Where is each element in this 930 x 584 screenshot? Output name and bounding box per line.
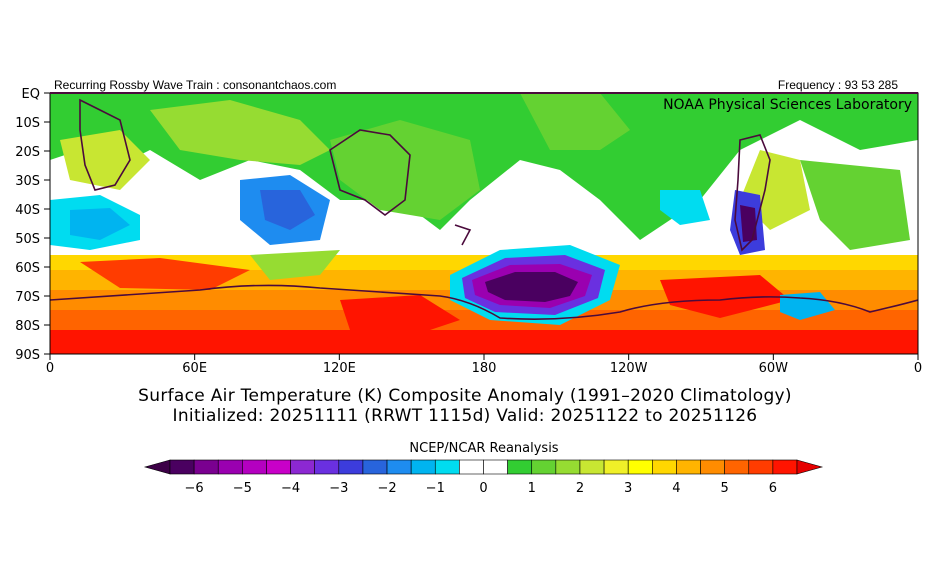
colorbar-tick-label: −3 [329, 481, 348, 496]
colorbar-tick-label: −4 [281, 481, 300, 496]
colorbar-underflow-arrow [143, 459, 171, 475]
colorbar-swatch [652, 459, 677, 475]
colorbar-tick-label: −1 [426, 481, 445, 496]
latitude-label: 60S [15, 261, 40, 276]
colorbar-tick-label: 3 [624, 481, 632, 496]
latitude-label: 40S [15, 203, 40, 218]
colorbar-swatch [579, 459, 605, 475]
colorbar-tick-label: 2 [576, 481, 584, 496]
longitude-label: 120W [610, 361, 648, 376]
latitude-label: 30S [15, 174, 40, 189]
colorbar-swatch [555, 459, 581, 475]
longitude-label: 120E [323, 361, 356, 376]
colorbar-tick-labels: −6 −5 −4 −3 −2 −1 0 1 2 3 4 5 6 [185, 481, 777, 496]
colorbar-swatch [531, 459, 557, 475]
colorbar-tick-label: 0 [479, 481, 487, 496]
colorbar-swatch [483, 459, 508, 475]
latitude-label: 70S [15, 290, 40, 305]
colorbar-swatch [603, 459, 629, 475]
longitude-label: 60E [182, 361, 207, 376]
colorbar-swatch [362, 459, 388, 475]
latitude-labels: EQ 10S 20S 30S 40S 50S 60S 70S 80S 90S [15, 87, 50, 363]
longitude-labels: 0 60E 120E 180 120W 60W 0 [46, 354, 922, 376]
header-frequency-text: Frequency : 93 53 285 [777, 78, 898, 92]
longitude-label: 180 [472, 361, 497, 376]
colorbar-tick-label: 4 [672, 481, 680, 496]
longitude-label: 0 [46, 361, 54, 376]
colorbar [143, 459, 824, 475]
colorbar-overflow-arrow [796, 459, 824, 475]
latitude-label: 10S [15, 116, 40, 131]
colorbar-swatch [266, 459, 291, 475]
colorbar-tick-label: −2 [377, 481, 396, 496]
colorbar-swatch [700, 459, 725, 475]
colorbar-swatch [676, 459, 701, 475]
colorbar-swatch [338, 459, 364, 475]
latitude-label: 80S [15, 319, 40, 334]
map-title: Surface Air Temperature (K) Composite An… [138, 386, 792, 406]
colorbar-tick-label: −6 [185, 481, 204, 496]
latitude-label: EQ [22, 87, 40, 102]
longitude-label: 0 [914, 361, 922, 376]
colorbar-swatch [169, 459, 195, 475]
colorbar-tick-label: −5 [233, 481, 252, 496]
map-subtitle: Initialized: 20251111 (RRWT 1115d) Valid… [172, 406, 758, 426]
latitude-label: 20S [15, 145, 40, 160]
colorbar-swatch [627, 459, 653, 475]
colorbar-title: NCEP/NCAR Reanalysis [409, 441, 559, 456]
longitude-label: 60W [759, 361, 789, 376]
colorbar-swatch [242, 459, 267, 475]
colorbar-swatch [410, 459, 436, 475]
colorbar-tick-label: 6 [769, 481, 777, 496]
colorbar-swatch [314, 459, 340, 475]
colorbar-swatch [459, 459, 484, 475]
colorbar-swatch [772, 459, 798, 475]
colorbar-tick-label: 1 [528, 481, 536, 496]
anomaly-field [50, 93, 918, 354]
colorbar-swatch [434, 459, 460, 475]
latitude-label: 50S [15, 232, 40, 247]
colorbar-tick-label: 5 [721, 481, 729, 496]
credit-label: NOAA Physical Sciences Laboratory [663, 97, 912, 113]
colorbar-swatch [386, 459, 412, 475]
colorbar-swatch [507, 459, 533, 475]
colorbar-swatch [724, 459, 750, 475]
colorbar-swatch [748, 459, 774, 475]
colorbar-swatch [193, 459, 219, 475]
latitude-label: 90S [15, 348, 40, 363]
colorbar-swatch [217, 459, 243, 475]
header-source-text: Recurring Rossby Wave Train : consonantc… [54, 78, 337, 92]
colorbar-swatch [290, 459, 315, 475]
